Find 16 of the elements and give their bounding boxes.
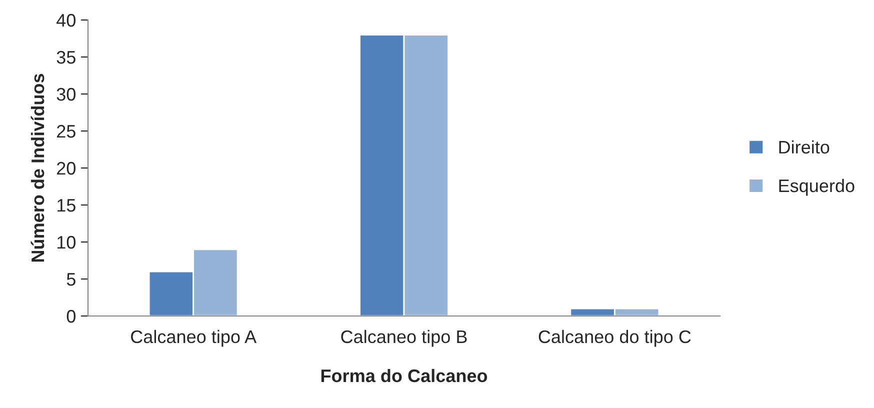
x-tick-label: Calcaneo do tipo C — [538, 330, 691, 347]
x-axis-title: Forma do Calcaneo — [321, 368, 488, 382]
y-tick-label: 40 — [56, 14, 76, 27]
y-tick-label: 35 — [56, 50, 76, 64]
y-tick-label: 15 — [57, 199, 76, 212]
y-tick-label: 30 — [56, 88, 76, 101]
y-tick-label: 20 — [57, 162, 76, 175]
y-tick-label: 0 — [66, 310, 76, 323]
x-tick-label: Calcaneo tipo A — [131, 330, 257, 347]
legend-label: Direito — [779, 140, 830, 154]
y-tick-label: 5 — [66, 273, 76, 286]
x-tick-label: Calcaneo tipo B — [341, 330, 467, 347]
y-tick-label: 10 — [57, 236, 76, 249]
legend-label: Esquerdo — [779, 178, 854, 196]
y-tick-label: 25 — [57, 124, 76, 138]
y-axis-title: Número de Indivíduos — [30, 74, 44, 262]
